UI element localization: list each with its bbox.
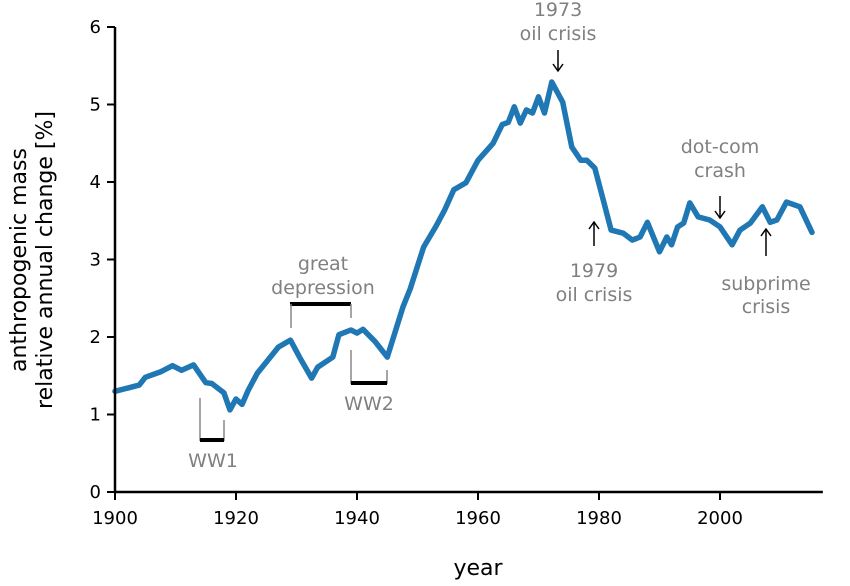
y-tick-label: 2 (90, 327, 101, 348)
x-tick-label: 2000 (697, 508, 743, 529)
y-axis-label-line2: relative annual change [%] (33, 111, 58, 409)
great-depression-bracket (290, 302, 352, 328)
arrow-down-icon (552, 50, 564, 73)
y-tick-label: 0 (90, 482, 101, 503)
axes: 0 1 2 3 4 5 6 1900 1920 1940 1960 1980 2000 (90, 17, 823, 529)
annotation-text: depression (271, 277, 375, 299)
y-tick-label: 3 (90, 250, 101, 271)
annotation-text: oil crisis (520, 23, 597, 45)
annotation-subprime-crisis: subprime crisis (721, 227, 811, 318)
arrow-down-icon (714, 196, 726, 220)
plot-area (112, 79, 815, 413)
y-tick-label: 6 (90, 17, 101, 38)
annotation-ww1: WW1 (188, 398, 238, 472)
ww1-bracket (199, 398, 225, 442)
annotation-text: oil crisis (556, 284, 633, 306)
annotation-1973-oil-crisis: 1973 oil crisis (520, 0, 597, 73)
x-tick-label: 1920 (213, 508, 259, 529)
arrow-up-icon (760, 227, 772, 256)
annotation-dot-com-crash: dot-com crash (681, 136, 760, 220)
annotation-text: WW1 (188, 450, 238, 472)
x-tick-label: 1960 (455, 508, 501, 529)
annotation-text: 1979 (570, 260, 618, 282)
annotation-text: dot-com (681, 136, 760, 158)
annotation-text: crash (694, 160, 746, 182)
annotation-text: great (298, 253, 348, 275)
annotation-ww2: WW2 (344, 350, 394, 415)
ww2-bracket (350, 350, 388, 385)
x-tick-label: 1980 (576, 508, 622, 529)
y-axis-label-line1: anthropogenic mass (7, 148, 32, 372)
x-tick-label: 1940 (334, 508, 380, 529)
annotation-1979-oil-crisis: 1979 oil crisis (556, 220, 633, 306)
series-line (112, 79, 815, 413)
annotation-text: 1973 (534, 0, 582, 21)
y-tick-label: 5 (90, 95, 101, 116)
x-tick-label: 1900 (92, 508, 138, 529)
arrow-up-icon (588, 220, 600, 246)
annotation-text: crisis (742, 296, 791, 318)
y-tick-label: 1 (90, 405, 101, 426)
x-axis-label: year (453, 556, 503, 581)
y-tick-label: 4 (90, 172, 101, 193)
annotation-text: subprime (721, 273, 810, 295)
annotation-text: WW2 (344, 393, 394, 415)
annotation-great-depression: great depression (271, 253, 375, 328)
